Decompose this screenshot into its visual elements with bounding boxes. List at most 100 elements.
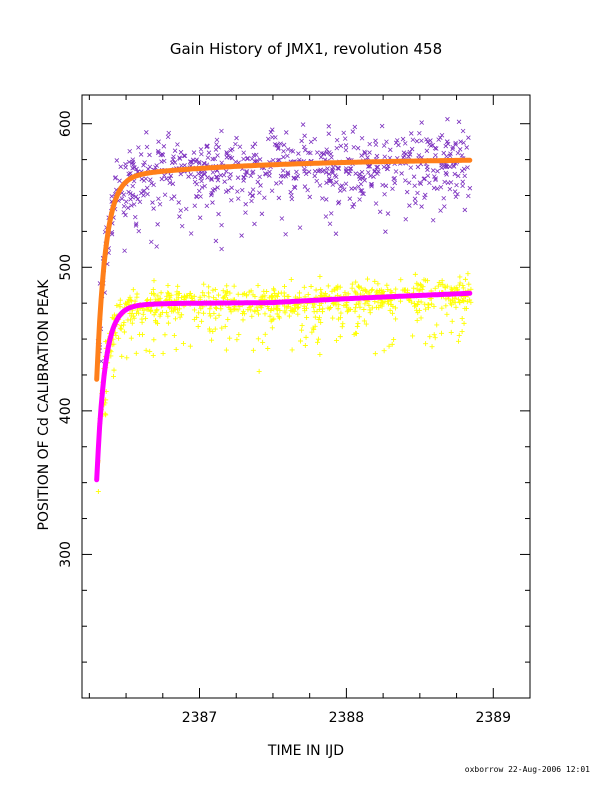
upper-data-point [394, 138, 400, 143]
lower-data-point [198, 306, 204, 312]
lower-data-point [448, 329, 454, 335]
lower-data-point [356, 314, 362, 320]
upper-data-point [433, 177, 438, 183]
lower-data-point [103, 412, 109, 418]
upper-data-point [269, 188, 275, 194]
upper-data-point [336, 199, 342, 205]
upper-data-point [347, 196, 353, 201]
upper-data-point [326, 171, 332, 177]
lower-data-point [194, 314, 200, 320]
upper-data-point [125, 205, 131, 211]
lower-data-point [459, 316, 465, 322]
lower-data-point [212, 287, 218, 293]
upper-data-point [359, 169, 365, 175]
upper-data-point [130, 157, 136, 162]
lower-data-point [254, 304, 260, 310]
lower-data-point [111, 367, 117, 373]
upper-data-point [161, 158, 167, 164]
lower-data-point [175, 283, 181, 289]
upper-data-point [249, 198, 254, 204]
upper-data-point [464, 145, 470, 150]
lower-data-point [299, 327, 305, 333]
upper-data-point [239, 187, 245, 193]
upper-data-point [168, 173, 174, 179]
upper-data-point [144, 130, 149, 135]
upper-data-point [419, 138, 424, 144]
upper-data-point [132, 214, 138, 220]
upper-data-point [342, 136, 348, 141]
upper-data-point [302, 184, 308, 189]
lower-data-point [379, 303, 385, 309]
upper-data-point [326, 124, 332, 129]
lower-data-point [333, 338, 339, 344]
upper-data-point [399, 171, 404, 176]
upper-data-point [338, 184, 343, 189]
upper-data-point [444, 154, 449, 159]
upper-data-point [272, 142, 278, 147]
lower-data-point [274, 311, 280, 317]
upper-data-point [169, 196, 174, 202]
lower-data-point [357, 304, 363, 310]
lower-data-point [148, 307, 154, 313]
lower-data-point [345, 291, 351, 297]
lower-data-point [224, 283, 230, 289]
lower-data-point [235, 291, 241, 297]
lower-data-point [196, 310, 202, 316]
upper-data-point [457, 147, 463, 152]
lower-data-point [443, 303, 449, 309]
upper-data-point [379, 123, 385, 129]
lower-data-point [124, 300, 130, 306]
upper-data-point [123, 199, 129, 204]
lower-data-point [143, 316, 149, 322]
upper-data-point [432, 145, 438, 151]
upper-data-point [219, 160, 225, 166]
lower-data-point [468, 299, 474, 305]
upper-data-point [312, 173, 317, 179]
upper-data-point [250, 144, 256, 150]
upper-data-point [255, 179, 261, 185]
lower-data-point [136, 310, 142, 316]
upper-data-point [302, 133, 307, 139]
upper-data-point [327, 221, 333, 227]
upper-data-point [385, 163, 391, 169]
upper-data-point [202, 183, 207, 189]
lower-data-point [114, 302, 120, 308]
upper-data-point [219, 222, 224, 228]
upper-data-point [267, 173, 272, 178]
upper-data-point [343, 147, 349, 153]
lower-data-point [269, 293, 275, 299]
lower-data-point [416, 299, 422, 305]
lower-data-point [248, 307, 254, 313]
upper-data-point [160, 152, 166, 158]
upper-data-point [447, 164, 453, 169]
upper-data-point [128, 191, 133, 196]
lower-data-point [449, 287, 455, 293]
upper-data-point [192, 174, 198, 180]
upper-data-point [302, 168, 307, 174]
lower-data-point [302, 342, 308, 348]
upper-data-point [307, 194, 313, 200]
upper-data-point [285, 172, 291, 177]
upper-data-point [336, 166, 342, 171]
lower-data-point [260, 294, 266, 300]
upper-data-point [445, 116, 450, 122]
upper-data-point [380, 182, 385, 188]
upper-data-point [178, 171, 184, 177]
lower-data-point [144, 297, 150, 303]
upper-data-point [196, 188, 202, 194]
upper-data-point [130, 165, 135, 171]
lower-data-point [387, 308, 393, 314]
lower-data-point [139, 316, 145, 322]
upper-data-point [243, 201, 248, 207]
upper-data-point [415, 164, 421, 170]
upper-data-point [230, 146, 235, 152]
upper-data-point [433, 146, 439, 151]
lower-data-point [260, 339, 266, 345]
upper-data-point [235, 175, 241, 181]
lower-data-point [117, 304, 123, 310]
lower-data-point [453, 304, 459, 310]
lower-data-point [331, 301, 337, 307]
lower-data-point [429, 301, 435, 307]
upper-data-point [135, 196, 141, 202]
upper-data-point [308, 139, 314, 145]
